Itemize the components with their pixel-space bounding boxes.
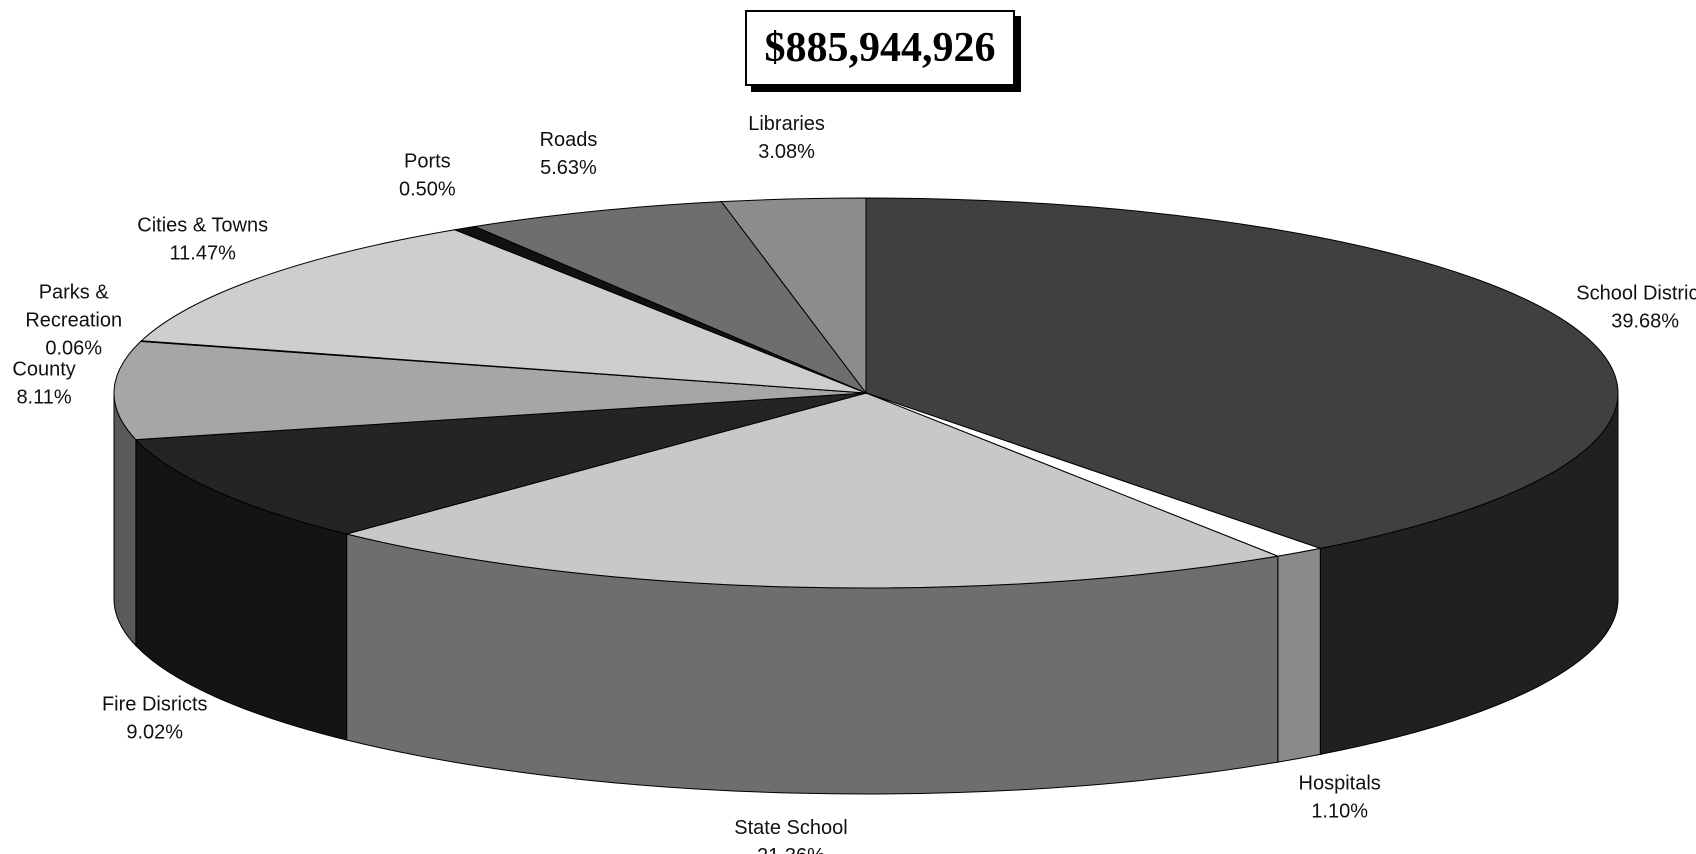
pie-side-hospitals <box>1277 547 1321 763</box>
slice-label-hospitals: Hospitals 1.10% <box>1299 772 1381 822</box>
slice-label-libraries: Libraries 3.08% <box>748 113 825 163</box>
chart-title-box: $885,944,926 <box>745 10 1015 86</box>
pie-slice-cities-towns <box>140 229 867 394</box>
pie-slice-school-districts <box>865 197 1619 549</box>
slice-label-ports: Ports 0.50% <box>399 151 456 201</box>
pie-slice-libraries <box>720 197 867 395</box>
slice-label-county: County 8.11% <box>12 359 75 409</box>
pie-tops <box>113 197 1619 589</box>
pie-slice-state-school <box>344 392 1280 589</box>
slice-label-school-districts: School Districts39.68% <box>1576 282 1696 332</box>
slice-label-roads: Roads 5.63% <box>540 129 598 179</box>
slice-label-parks-recreation: Parks & Recreation 0.06% <box>25 281 122 359</box>
pie-sides <box>113 392 1619 795</box>
slice-label-fire-disricts: Fire Disricts 9.02% <box>102 693 208 743</box>
slice-label-state-school: State School21.36% <box>734 817 847 854</box>
chart-title: $885,944,926 <box>764 25 996 71</box>
pie-slice-county <box>113 340 867 441</box>
slice-label-cities-towns: Cities & Towns 11.47% <box>137 214 268 264</box>
pie-slice-roads <box>472 201 868 395</box>
